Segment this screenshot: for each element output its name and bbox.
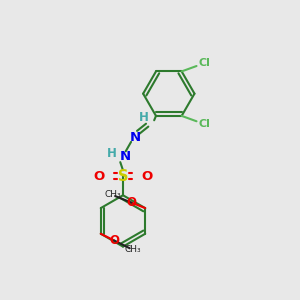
Text: S: S — [118, 169, 128, 184]
Text: Cl: Cl — [199, 58, 211, 68]
Text: H: H — [106, 147, 116, 160]
Text: O: O — [94, 170, 105, 183]
Text: CH₃: CH₃ — [104, 190, 121, 199]
Text: O: O — [109, 234, 119, 247]
Text: O: O — [141, 170, 152, 183]
Text: N: N — [130, 131, 141, 144]
Text: H: H — [139, 111, 149, 124]
Text: Cl: Cl — [199, 119, 211, 129]
Text: CH₃: CH₃ — [124, 245, 141, 254]
Text: N: N — [119, 150, 130, 163]
Text: O: O — [126, 196, 136, 209]
